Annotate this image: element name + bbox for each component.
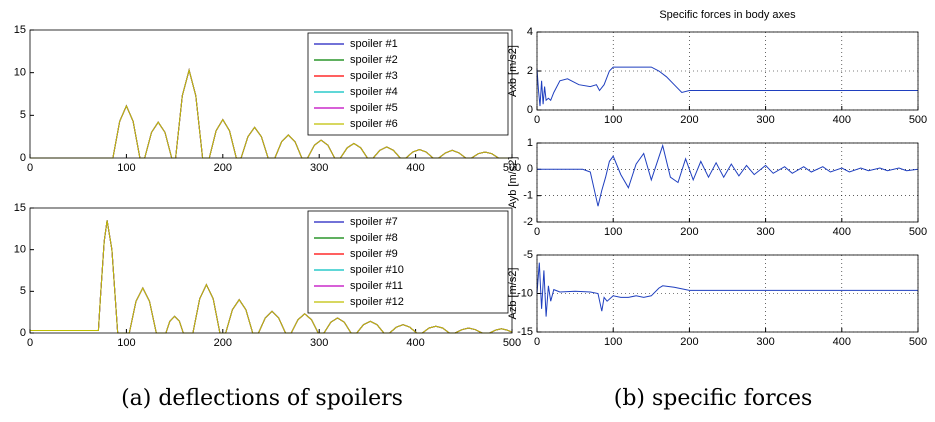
x-tick-label: 400 (833, 336, 851, 348)
x-tick-label: 100 (117, 162, 135, 174)
y-tick-label: 10 (14, 67, 26, 79)
x-tick-label: 500 (909, 226, 927, 238)
y-tick-label: -1 (523, 190, 533, 202)
y-axis-label: Ayb [m/s2] (507, 157, 519, 209)
y-tick-label: 2 (527, 65, 533, 77)
y-tick-label: 1 (527, 137, 533, 149)
x-tick-label: 500 (503, 162, 521, 174)
x-tick-label: 200 (680, 226, 698, 238)
x-tick-label: 200 (214, 162, 232, 174)
x-tick-label: 100 (604, 226, 622, 238)
legend-label: spoiler #10 (350, 264, 404, 276)
caption: (a) deflections of spoilers (121, 386, 403, 411)
axes-frame (536, 31, 919, 111)
x-tick-label: 0 (534, 336, 540, 348)
x-tick-label: 300 (756, 114, 774, 126)
y-tick-label: 10 (14, 244, 26, 256)
legend-label: spoiler #1 (350, 38, 398, 50)
x-tick-label: 400 (406, 162, 424, 174)
legend-box (307, 32, 509, 136)
caption: (b) specific forces (614, 386, 813, 411)
x-tick-label: 500 (909, 336, 927, 348)
y-tick-label: -5 (523, 249, 533, 261)
y-tick-label: -15 (517, 326, 533, 338)
legend-label: spoiler #8 (350, 232, 398, 244)
legend-label: spoiler #6 (350, 118, 398, 130)
axes-frame (29, 207, 513, 334)
plot-area (537, 255, 918, 332)
y-tick-label: 0 (20, 152, 26, 164)
data-line (537, 143, 919, 207)
legend-label: spoiler #12 (350, 296, 404, 308)
x-tick-label: 100 (117, 337, 135, 349)
x-tick-label: 400 (406, 337, 424, 349)
plot-area (537, 143, 918, 222)
y-tick-label: 15 (14, 202, 26, 214)
x-tick-label: 0 (27, 162, 33, 174)
x-tick-label: 0 (27, 337, 33, 349)
chart-title: Specific forces in body axes (659, 9, 796, 21)
x-tick-label: 0 (534, 114, 540, 126)
y-tick-label: 5 (20, 109, 26, 121)
y-tick-label: 15 (14, 24, 26, 36)
y-tick-label: -2 (523, 216, 533, 228)
y-axis-label: Azb [m/s2] (507, 268, 519, 320)
x-tick-label: 0 (534, 226, 540, 238)
y-axis-label: Axb [m/s2] (507, 45, 519, 97)
x-tick-label: 400 (833, 114, 851, 126)
data-line (536, 66, 918, 107)
x-tick-label: 200 (214, 337, 232, 349)
legend-label: spoiler #11 (350, 280, 403, 292)
y-tick-label: 0 (20, 327, 26, 339)
x-tick-label: 200 (680, 336, 698, 348)
y-tick-label: -10 (517, 287, 533, 299)
x-tick-label: 100 (604, 114, 622, 126)
y-tick-label: 5 (20, 285, 26, 297)
legend-box (307, 210, 509, 314)
axes-frame (29, 29, 513, 159)
x-tick-label: 300 (756, 226, 774, 238)
axes-frame (536, 254, 919, 333)
legend-label: spoiler #9 (350, 248, 398, 260)
x-tick-label: 500 (503, 337, 521, 349)
plot-area (537, 32, 918, 110)
y-tick-label: 0 (527, 104, 533, 116)
x-tick-label: 300 (756, 336, 774, 348)
legend-label: spoiler #7 (350, 216, 398, 228)
x-tick-label: 300 (310, 337, 328, 349)
x-tick-label: 500 (909, 114, 927, 126)
legend-label: spoiler #2 (350, 54, 398, 66)
x-tick-label: 400 (833, 226, 851, 238)
x-tick-label: 100 (604, 336, 622, 348)
legend-label: spoiler #4 (350, 86, 398, 98)
axes-frame (536, 142, 919, 223)
y-tick-label: 0 (527, 163, 533, 175)
data-line (536, 262, 918, 317)
x-tick-label: 300 (310, 162, 328, 174)
legend-label: spoiler #5 (350, 102, 398, 114)
x-tick-label: 200 (680, 114, 698, 126)
y-tick-label: 4 (527, 26, 533, 38)
legend-label: spoiler #3 (350, 70, 398, 82)
